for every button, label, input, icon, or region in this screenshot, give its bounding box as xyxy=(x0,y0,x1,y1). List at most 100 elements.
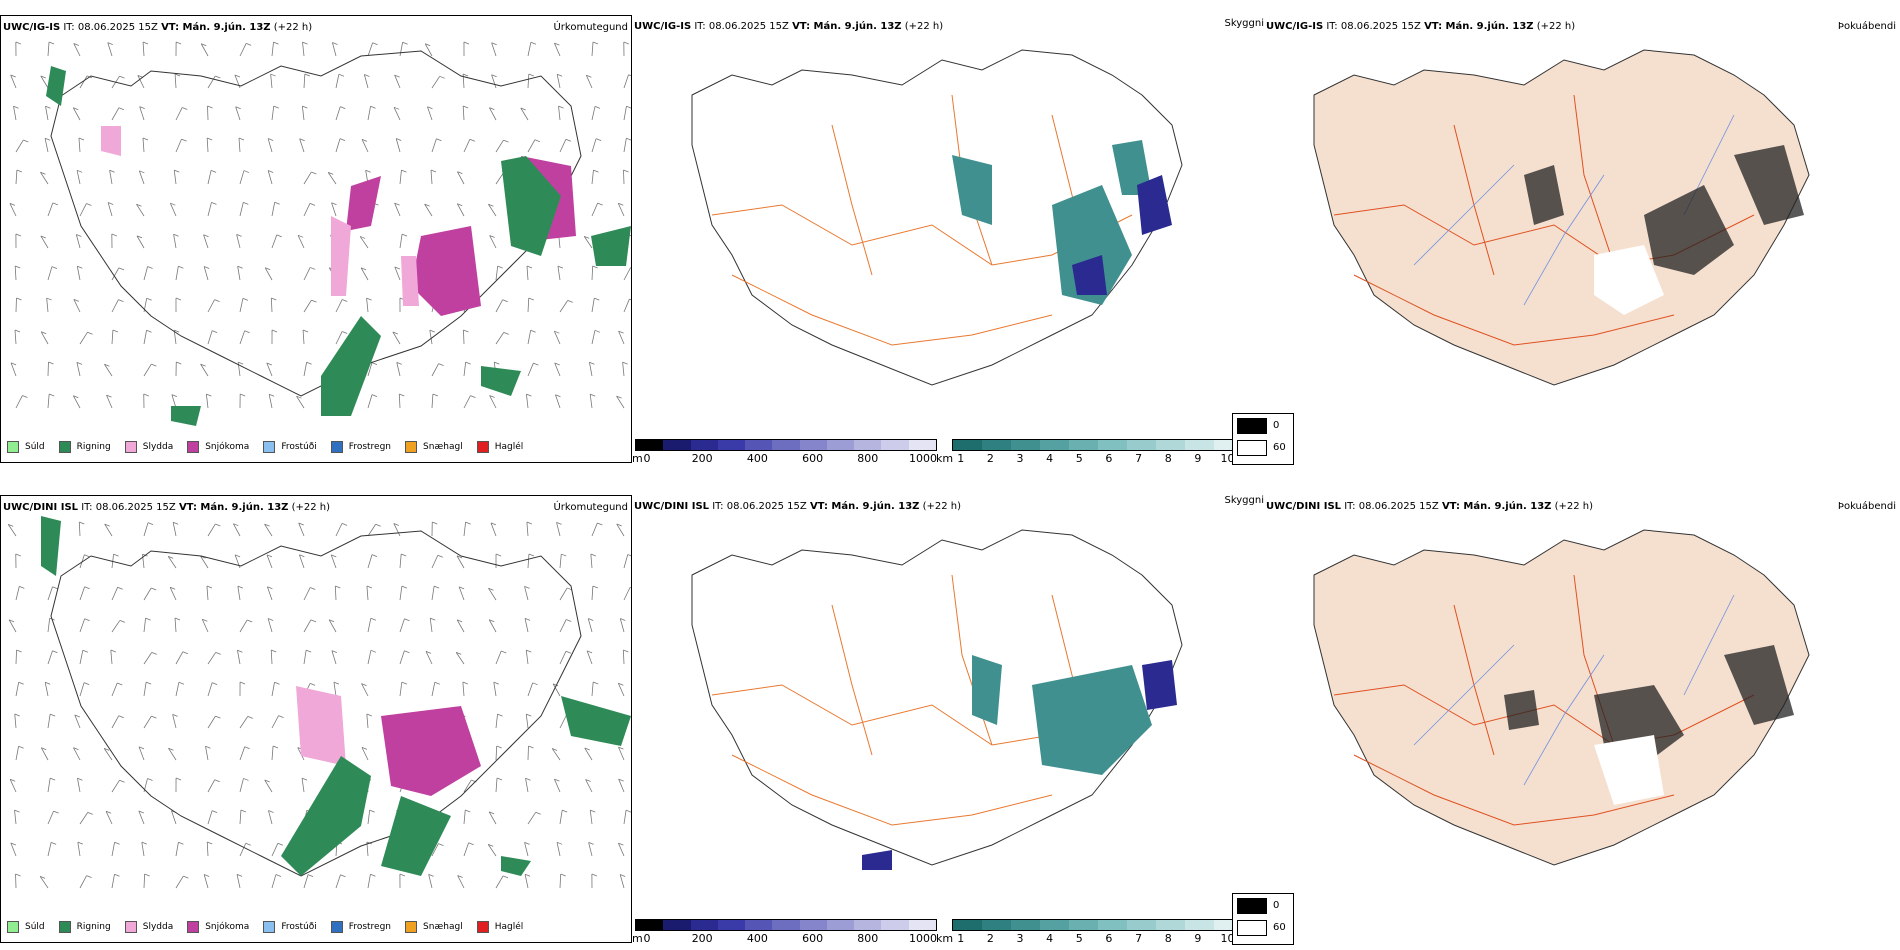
precip-legend: Súld Rigning Slydda Snjókoma Frostúði Frostre… xyxy=(7,441,523,453)
legend-item: Frostúði xyxy=(263,921,317,933)
low-vis-dark-areas xyxy=(862,660,1177,870)
panel-title: UWC/DINI ISL IT: 08.06.2025 15Z VT: Mán.… xyxy=(3,502,331,513)
vis-tick: 2 xyxy=(986,932,994,945)
height-tick: 1000 xyxy=(909,932,937,945)
legend-item: Snæhagl xyxy=(405,921,463,933)
height-tick: 800 xyxy=(857,452,879,465)
panel-type-label: Þokuábendi xyxy=(1837,501,1896,512)
legend-swatch xyxy=(58,921,71,933)
precip-type-panel-bottom: UWC/DINI ISL IT: 08.06.2025 15Z VT: Mán.… xyxy=(0,495,632,943)
height-tick: 400 xyxy=(746,932,768,945)
vis-tick: 5 xyxy=(1075,452,1083,465)
vis-tick: 8 xyxy=(1164,452,1172,465)
panel-title: UWC/DINI ISL IT: 08.06.2025 15Z VT: Mán.… xyxy=(1266,501,1594,512)
vis-tick: 2 xyxy=(986,452,994,465)
vis-tick: 9 xyxy=(1194,932,1202,945)
visibility-panel-top: UWC/IG-IS IT: 08.06.2025 15Z VT: Mán. 9.… xyxy=(632,15,1264,465)
legend-item: Súld xyxy=(7,441,45,453)
rain-areas xyxy=(41,516,631,876)
legend-item: Rigning xyxy=(58,441,111,453)
legend-swatch xyxy=(187,921,200,933)
fog-legend: 0 60 xyxy=(1232,893,1294,945)
precip-type-panel-top: UWC/IG-IS IT: 08.06.2025 15Z VT: Mán. 9.… xyxy=(0,15,632,463)
legend-label: Frostúði xyxy=(281,922,317,932)
iceland-outline xyxy=(50,530,582,877)
legend-item: Súld xyxy=(7,921,45,933)
fog-panel-top: UWC/IG-IS IT: 08.06.2025 15Z VT: Mán. 9.… xyxy=(1232,15,1900,465)
legend-label: Snæhagl xyxy=(423,922,463,932)
legend-label: Rigning xyxy=(76,922,111,932)
vis-tick: 7 xyxy=(1135,932,1143,945)
vis-tick: 4 xyxy=(1046,932,1054,945)
visibility-map xyxy=(691,529,1183,870)
iceland-outline xyxy=(50,50,582,397)
height-tick: 600 xyxy=(802,452,824,465)
vis-tick: 7 xyxy=(1135,452,1143,465)
height-tick: 1000 xyxy=(909,452,937,465)
legend-label: Frostregn xyxy=(348,922,392,932)
sleet-areas xyxy=(296,686,346,766)
legend-label: Haglél xyxy=(494,922,524,932)
legend-label: Rigning xyxy=(76,442,111,452)
vis-tick: 5 xyxy=(1075,932,1083,945)
vis-tick: 6 xyxy=(1105,932,1113,945)
iceland-outline xyxy=(1313,529,1810,866)
vis-tick: 1 xyxy=(957,932,965,945)
fog-panel-bottom: UWC/DINI ISL IT: 08.06.2025 15Z VT: Mán.… xyxy=(1232,495,1900,945)
fog-map xyxy=(1313,49,1810,386)
legend-swatch xyxy=(476,441,489,453)
height-tick: 0 xyxy=(643,932,651,945)
legend-swatch xyxy=(7,441,19,453)
panel-type-label: Skyggni xyxy=(1224,495,1264,506)
height-tick: 800 xyxy=(857,932,879,945)
legend-item: Rigning xyxy=(58,921,111,933)
precip-map xyxy=(7,516,631,889)
vis-tick: 10 xyxy=(1220,932,1235,945)
panel-title: UWC/IG-IS IT: 08.06.2025 15Z VT: Mán. 9.… xyxy=(3,22,313,33)
legend-label: Snjókoma xyxy=(205,442,250,452)
legend-swatch xyxy=(187,441,200,453)
legend-label: Súld xyxy=(25,442,45,452)
precip-map xyxy=(9,41,631,426)
legend-swatch xyxy=(124,441,137,453)
visibility-panel-bottom: UWC/DINI ISL IT: 08.06.2025 15Z VT: Mán.… xyxy=(632,495,1264,945)
height-tick: 600 xyxy=(802,932,824,945)
panel-type-label: Úrkomutegund xyxy=(553,22,628,33)
legend-label: Slydda xyxy=(142,922,174,932)
legend-item: Haglél xyxy=(476,921,524,933)
rivers xyxy=(1413,594,1735,786)
legend-swatch xyxy=(330,921,343,933)
legend-item: Haglél xyxy=(476,441,524,453)
legend-label: Súld xyxy=(25,922,45,932)
legend-item: Slydda xyxy=(124,921,174,933)
vis-tick: 4 xyxy=(1046,452,1054,465)
legend-label: Slydda xyxy=(142,442,174,452)
precip-legend: Súld Rigning Slydda Snjókoma Frostúði Frostre… xyxy=(7,921,523,933)
legend-item: Frostúði xyxy=(263,441,317,453)
vis-tick: 8 xyxy=(1164,932,1172,945)
legend-swatch xyxy=(124,921,137,933)
fog-indicator-light xyxy=(1594,245,1664,315)
legend-swatch xyxy=(330,441,343,453)
vis-tick: 3 xyxy=(1016,452,1024,465)
legend-swatch xyxy=(7,921,19,933)
panel-type-label: Skyggni xyxy=(1224,18,1264,29)
legend-item: Snjókoma xyxy=(187,441,249,453)
legend-item: Frostregn xyxy=(330,921,392,933)
panel-title: UWC/IG-IS IT: 08.06.2025 15Z VT: Mán. 9.… xyxy=(634,21,944,32)
legend-label: Snæhagl xyxy=(423,442,463,452)
vis-tick: 9 xyxy=(1194,452,1202,465)
vis-tick: 10 xyxy=(1220,452,1235,465)
legend-swatch xyxy=(263,921,276,933)
legend-item: Slydda xyxy=(124,441,174,453)
fog-indicator-light xyxy=(1594,735,1664,805)
legend-item: Snæhagl xyxy=(405,441,463,453)
sleet-areas xyxy=(101,126,419,306)
legend-swatch xyxy=(405,441,418,453)
legend-item: Snjókoma xyxy=(187,921,249,933)
iceland-outline xyxy=(1313,49,1810,386)
vis-tick: 1 xyxy=(957,452,965,465)
legend-label: Haglél xyxy=(494,442,524,452)
low-vis-areas xyxy=(972,655,1152,775)
legend-swatch xyxy=(405,921,418,933)
